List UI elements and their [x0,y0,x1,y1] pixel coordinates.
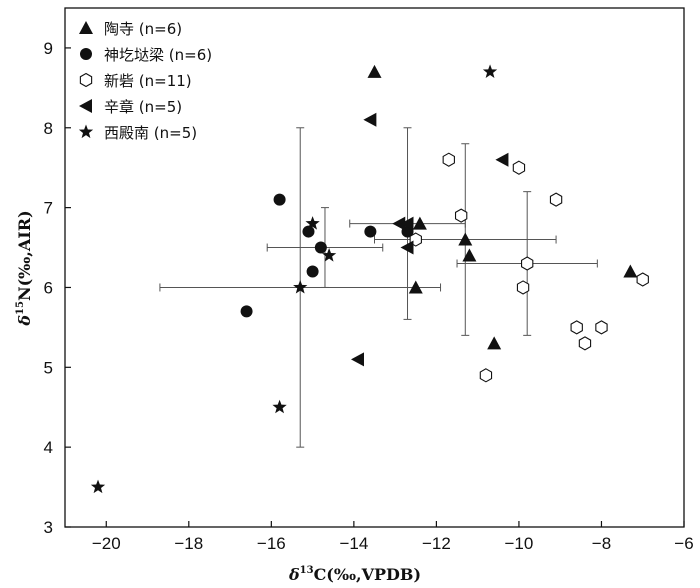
y-tick-label: 9 [44,39,53,58]
data-point [272,399,287,414]
data-point [321,248,337,262]
data-point [90,479,106,494]
data-point [495,152,509,167]
x-axis-title: δ13C(‰,VPDB) [288,565,421,584]
data-point [487,336,502,350]
data-point [454,208,468,223]
legend-marker [79,72,93,88]
x-axis: −20 −18 −16 −14 −12 −10 −8 −6 [92,521,694,553]
x-tick-label: −20 [92,534,121,553]
x-tick-label: −12 [422,534,451,553]
series-4 [90,64,498,494]
data-point [408,280,423,294]
legend-label: 西殿南 (n=5) [104,124,197,142]
legend-item: 神圪垯梁 (n=6) [80,46,212,64]
y-tick-label: 3 [44,518,53,537]
series-3 [350,112,509,367]
data-point [458,232,473,246]
legend-label: 神圪垯梁 (n=6) [104,46,212,64]
series-2 [409,152,649,383]
data-point [400,240,414,255]
data-point [363,112,377,127]
y-tick-label: 5 [44,358,53,377]
data-point [512,160,526,175]
data-point [364,225,377,238]
data-point [479,368,493,383]
legend-item: 西殿南 (n=5) [78,124,197,142]
data-point [293,279,308,294]
x-tick-label: −6 [674,534,693,553]
data-point [400,216,414,231]
y-axis: 3 4 5 6 7 8 9 [44,39,71,537]
data-point [442,152,455,167]
error-bars [159,127,598,448]
legend-marker [79,21,93,34]
data-point [578,336,592,351]
legend-label: 辛章 (n=5) [104,98,182,116]
legend-item: 新砦 (n=11) [79,72,192,90]
data-point [623,264,638,278]
data-point [240,305,253,318]
legend-label: 新砦 (n=11) [104,72,192,90]
data-point [273,193,286,206]
legend: 陶寺 (n=6) 神圪垯梁 (n=6) 新砦 (n=11) 辛章 (n=5) 西殿南 (… [78,20,212,142]
y-tick-label: 4 [44,438,53,457]
y-tick-label: 7 [44,199,53,218]
data-point [462,248,477,262]
legend-marker [80,48,92,60]
x-tick-label: −18 [174,534,203,553]
legend-marker [78,124,94,139]
data-point [636,272,649,287]
data-point [305,216,320,230]
legend-marker [79,99,92,113]
data-point [595,320,608,335]
data-point [392,216,406,231]
x-tick-label: −8 [592,534,611,553]
data-point [549,192,563,207]
series-0 [367,64,638,350]
data-point [482,64,498,78]
data-point [302,225,315,238]
data-point [306,265,319,278]
data-point [521,256,534,271]
data-point [570,320,583,335]
data-point [412,216,427,230]
legend-item: 辛章 (n=5) [79,98,182,116]
y-axis-title: δ15N(‰,AIR) [15,210,34,326]
data-point [516,280,530,295]
x-tick-label: −10 [505,534,534,553]
plot-frame [64,7,685,528]
y-tick-label: 8 [44,119,53,138]
x-tick-label: −14 [339,534,368,553]
legend-label: 陶寺 (n=6) [104,20,182,38]
data-point [350,352,364,367]
data-point [314,241,327,254]
data-point [367,64,382,78]
legend-item: 陶寺 (n=6) [79,20,182,38]
data-points [90,64,649,494]
y-tick-label: 6 [44,278,53,297]
x-tick-label: −16 [257,534,286,553]
